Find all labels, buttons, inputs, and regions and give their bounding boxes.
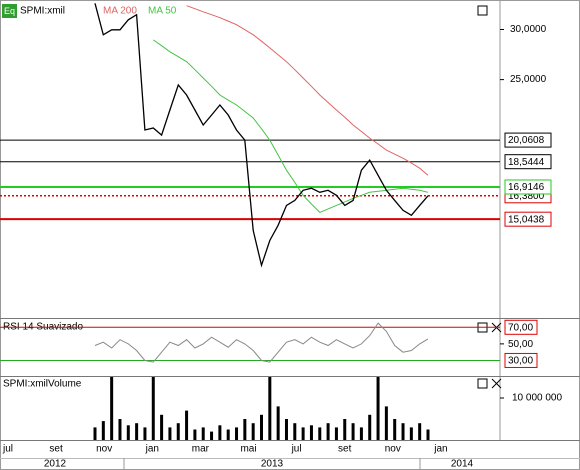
volume-bar bbox=[126, 425, 130, 440]
y-tick-label: 30,0000 bbox=[510, 24, 547, 35]
x-tick-label: mar bbox=[192, 444, 210, 455]
volume-bar bbox=[276, 406, 280, 440]
price-line bbox=[94, 3, 429, 268]
moving-average-line bbox=[153, 39, 429, 213]
year-label: 2014 bbox=[451, 459, 474, 470]
volume-bar bbox=[201, 427, 205, 440]
icon-text: Eq bbox=[4, 6, 15, 16]
plot-layer: 30,0000 25,0000 20,0608 18,5444 16,380016,91… bbox=[0, 3, 562, 470]
volume-bar bbox=[168, 427, 172, 440]
volume-bar bbox=[101, 421, 105, 440]
moving-average-line bbox=[186, 5, 429, 176]
y-tick-label: 10 000 000 bbox=[512, 393, 562, 404]
volume-bar bbox=[135, 423, 139, 440]
level-label: 16,9146 bbox=[508, 182, 545, 193]
year-label: 2012 bbox=[44, 459, 67, 470]
x-tick-label: nov bbox=[96, 444, 112, 455]
level-label-box bbox=[504, 352, 538, 368]
maximize-button[interactable] bbox=[477, 5, 488, 16]
legend-entry: MA 50 bbox=[148, 6, 177, 17]
volume-bar bbox=[160, 414, 164, 440]
legend-entry: SPMI:xmil bbox=[20, 6, 65, 17]
volume-bar bbox=[235, 427, 239, 440]
volume-bar bbox=[368, 414, 372, 440]
x-tick-label: set bbox=[49, 444, 63, 455]
y-tick-label: 70,00 bbox=[508, 322, 533, 333]
volume-bar bbox=[318, 427, 322, 440]
level-label: 18,5444 bbox=[508, 157, 545, 168]
x-tick-label: set bbox=[338, 444, 352, 455]
volume-bar bbox=[326, 423, 330, 440]
level-label-box bbox=[504, 211, 552, 227]
volume-bar bbox=[343, 419, 347, 440]
volume-bar bbox=[418, 423, 422, 440]
volume-bar bbox=[118, 419, 122, 440]
y-tick-label: 30,00 bbox=[508, 356, 533, 367]
volume-bar bbox=[268, 377, 272, 440]
volume-bar bbox=[176, 423, 180, 440]
volume-bar bbox=[359, 427, 363, 440]
volume-bar bbox=[218, 425, 222, 440]
instrument-icon bbox=[2, 4, 17, 18]
x-tick-label: jan bbox=[433, 444, 447, 455]
maximize-button[interactable] bbox=[477, 378, 488, 389]
panel-title: SPMI:xmilVolume bbox=[3, 379, 82, 390]
close-button[interactable] bbox=[491, 378, 502, 389]
volume-bar bbox=[409, 427, 413, 440]
x-tick-label: jul bbox=[2, 444, 13, 455]
volume-bar bbox=[384, 406, 388, 440]
volume-bar bbox=[143, 427, 147, 440]
volume-bar bbox=[309, 425, 313, 440]
level-label-box bbox=[504, 154, 552, 170]
year-label: 2013 bbox=[261, 459, 284, 470]
x-tick-label: jan bbox=[145, 444, 159, 455]
volume-bar bbox=[151, 377, 155, 440]
level-label: 15,0438 bbox=[508, 214, 545, 225]
volume-bar bbox=[110, 377, 114, 440]
volume-bar bbox=[284, 419, 288, 440]
volume-bar bbox=[210, 431, 214, 440]
volume-bar bbox=[351, 423, 355, 440]
x-tick-label: nov bbox=[385, 444, 401, 455]
volume-bar bbox=[193, 429, 197, 440]
volume-bar bbox=[185, 410, 189, 440]
level-label: 16,3800 bbox=[508, 191, 545, 202]
volume-bar bbox=[334, 427, 338, 440]
y-tick-label: 25,0000 bbox=[510, 74, 547, 85]
volume-bar bbox=[251, 423, 255, 440]
x-tick-label: jul bbox=[291, 444, 302, 455]
volume-bar bbox=[401, 423, 405, 440]
volume-bar bbox=[243, 419, 247, 440]
volume-bar bbox=[93, 427, 97, 440]
legend-entry: MA 200 bbox=[103, 6, 137, 17]
level-label: 20,0608 bbox=[508, 135, 545, 146]
y-tick-label: 50,00 bbox=[508, 339, 533, 350]
volume-bar bbox=[376, 377, 380, 440]
volume-bar bbox=[293, 423, 297, 440]
volume-bar bbox=[301, 427, 305, 440]
volume-bar bbox=[260, 414, 263, 440]
rsi-line bbox=[94, 322, 429, 363]
level-label-box bbox=[504, 132, 552, 148]
volume-bar bbox=[393, 419, 397, 440]
level-label-box bbox=[504, 179, 552, 195]
volume-bar bbox=[226, 429, 230, 440]
level-label-box bbox=[504, 319, 538, 335]
volume-bar bbox=[426, 429, 430, 440]
x-tick-label: mai bbox=[240, 444, 256, 455]
